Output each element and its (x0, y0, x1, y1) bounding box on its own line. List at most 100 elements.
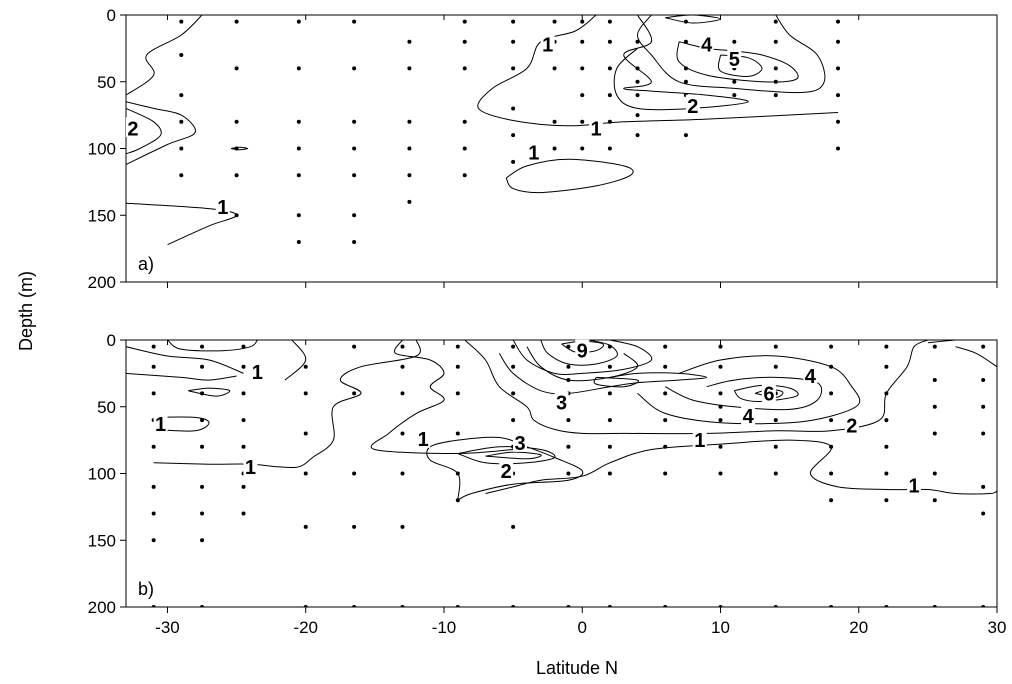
contour-line (126, 101, 196, 165)
y-tick-label: 0 (107, 6, 116, 25)
station-dot (732, 79, 737, 84)
station-dot (552, 146, 557, 151)
station-dot (303, 391, 308, 396)
contour-label: 4 (743, 406, 755, 428)
station-dot (352, 344, 357, 349)
station-dot (607, 391, 612, 396)
station-dot (635, 39, 640, 44)
station-dot (829, 344, 834, 349)
station-dot (241, 418, 246, 423)
station-dot (352, 605, 357, 607)
station-dot (566, 344, 571, 349)
station-dot (179, 53, 184, 58)
y-tick-label: 100 (88, 465, 116, 484)
contour-label: 3 (556, 393, 567, 415)
station-dot (352, 391, 357, 396)
station-dot (580, 93, 585, 98)
contour-label-bg (692, 429, 707, 450)
contour-label: 1 (217, 197, 228, 219)
x-tick-label: 0 (578, 618, 587, 637)
station-dot (580, 66, 585, 71)
station-dot (663, 344, 668, 349)
station-dot (179, 19, 184, 24)
station-dot (511, 524, 516, 529)
contour-line (512, 340, 653, 376)
contour-line (153, 340, 421, 469)
station-dot (296, 19, 301, 24)
station-dot (511, 605, 516, 607)
station-dot (829, 444, 834, 449)
station-dot (836, 119, 841, 124)
station-dot (884, 605, 889, 607)
station-dot (407, 66, 412, 71)
contour-label-bg (803, 365, 818, 386)
station-dot (200, 391, 205, 396)
station-dot (829, 605, 834, 607)
station-dot (352, 66, 357, 71)
station-dot (511, 66, 516, 71)
station-dot (455, 471, 460, 476)
contour-line (676, 41, 799, 83)
station-dot (511, 19, 516, 24)
station-dot (241, 484, 246, 489)
station-dot (663, 391, 668, 396)
panel-label: a) (138, 254, 154, 274)
station-dot (607, 93, 612, 98)
station-dot (352, 119, 357, 124)
station-dot (200, 364, 205, 369)
station-dot (241, 511, 246, 516)
station-dot (836, 93, 841, 98)
station-dot (580, 39, 585, 44)
contour-label: 1 (528, 143, 539, 165)
contour-label: 6 (763, 383, 774, 405)
station-dot (200, 605, 205, 607)
station-dot (773, 344, 778, 349)
station-dot (718, 418, 723, 423)
contour-line (665, 15, 722, 24)
station-dot (241, 344, 246, 349)
station-dot (552, 19, 557, 24)
station-dot (407, 119, 412, 124)
station-dot (511, 391, 516, 396)
y-tick-label: 50 (97, 398, 116, 417)
y-tick-label: 50 (97, 73, 116, 92)
contour-line (637, 355, 861, 425)
station-dot (607, 444, 612, 449)
station-dot (635, 66, 640, 71)
station-dot (511, 344, 516, 349)
station-dot (607, 66, 612, 71)
contour-line (664, 376, 823, 411)
station-dot (607, 364, 612, 369)
station-dot (151, 605, 156, 607)
station-dot (663, 444, 668, 449)
station-dot (932, 431, 937, 436)
y-tick-label: 200 (88, 598, 116, 617)
contour-label: 2 (501, 461, 512, 483)
contour-label: 2 (127, 118, 138, 140)
station-dot (455, 364, 460, 369)
station-dot (179, 119, 184, 124)
station-dot (151, 364, 156, 369)
x-axis-title: Latitude N (536, 658, 618, 678)
station-dot (200, 484, 205, 489)
station-dot (932, 378, 937, 383)
station-dot (663, 364, 668, 369)
station-dot (981, 484, 986, 489)
contour-label: 5 (729, 49, 740, 71)
station-dot (607, 471, 612, 476)
station-dot (607, 119, 612, 124)
station-dot (407, 173, 412, 178)
y-tick-label: 150 (88, 206, 116, 225)
station-dot (296, 66, 301, 71)
station-dot (407, 39, 412, 44)
station-dot (732, 39, 737, 44)
contour-label: 1 (694, 430, 705, 452)
plot-frame (125, 14, 998, 283)
contour-label-bg (215, 196, 230, 217)
station-dot (981, 511, 986, 516)
station-dot (836, 66, 841, 71)
station-dot (718, 344, 723, 349)
contour-label: 9 (577, 341, 588, 363)
station-dot (455, 431, 460, 436)
